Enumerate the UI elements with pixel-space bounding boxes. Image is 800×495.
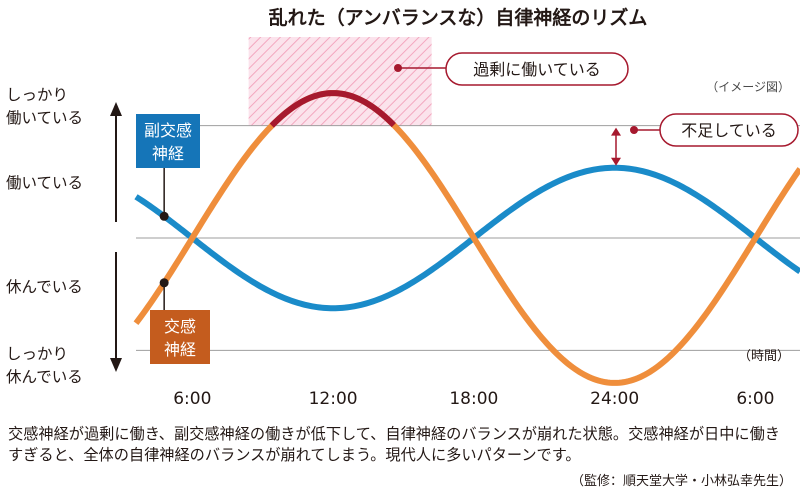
gap-arrow-head-down <box>611 157 621 166</box>
sympathetic-overwork-segment <box>269 90 396 128</box>
y-level-label-line: 働いている <box>6 174 83 192</box>
sympathetic-curve <box>133 90 800 386</box>
series-label-line: 交感 <box>164 317 196 336</box>
y-arrow-up-head <box>110 102 122 116</box>
overwork-highlight-band <box>248 37 432 126</box>
y-level-label-line: しっかり <box>6 86 68 104</box>
y-level-label-line: しっかり <box>6 345 68 363</box>
image-note: （イメージ図） <box>706 80 790 94</box>
x-tick-label: 18:00 <box>449 389 498 409</box>
series-marker-dot <box>159 278 169 288</box>
x-tick-label: 24:00 <box>590 389 639 409</box>
y-level-label: しっかり働いている <box>6 86 83 127</box>
chart-title: 乱れた（アンバランスな）自律神経のリズム <box>269 6 648 29</box>
y-arrow-down-head <box>110 358 122 372</box>
series-label-box <box>136 114 200 168</box>
parasympathetic-curve <box>134 164 800 312</box>
y-level-label: 休んでいる <box>6 278 83 296</box>
gap-arrow-head-up <box>611 127 621 136</box>
series-label-line: 副交感 <box>144 121 192 140</box>
x-tick-label: 12:00 <box>309 389 358 409</box>
x-tick-label: 6:00 <box>173 389 211 409</box>
series-marker-dot <box>159 211 169 221</box>
y-level-label: しっかり休んでいる <box>6 345 83 386</box>
curves <box>133 90 800 386</box>
x-axis: 6:00 12:00 18:00 24:00 6:00 <box>173 389 774 409</box>
y-level-label-line: 休んでいる <box>6 278 83 296</box>
chart-canvas: 乱れた（アンバランスな）自律神経のリズム （イメージ図） （時間） しっかり働い… <box>6 6 800 409</box>
chart-caption: 交感神経が過剰に働き、副交感神経の働きが低下して、自律神経のバランスが崩れた状態… <box>8 425 780 464</box>
x-axis-label: （時間） <box>738 349 790 364</box>
x-tick-label: 6:00 <box>736 389 774 409</box>
source-credit: （監修：順天堂大学・小林弘幸先生） <box>570 474 792 489</box>
series-label-line: 神経 <box>164 340 196 359</box>
annotation-text-deficit: 不足している <box>681 121 777 140</box>
y-level-label: 働いている <box>6 174 83 192</box>
y-level-label-line: 休んでいる <box>6 368 83 386</box>
annotation-box-deficit <box>659 113 799 147</box>
series-label-text: 副交感神経 <box>144 121 192 163</box>
y-level-label-line: 働いている <box>6 109 83 127</box>
annotation-box-overwork <box>445 52 629 86</box>
annotation-text-overwork: 過剰に働いている <box>473 60 601 79</box>
series-label-line: 神経 <box>152 144 184 163</box>
series-label-text: 交感神経 <box>164 317 196 359</box>
series-label-box <box>150 310 210 364</box>
